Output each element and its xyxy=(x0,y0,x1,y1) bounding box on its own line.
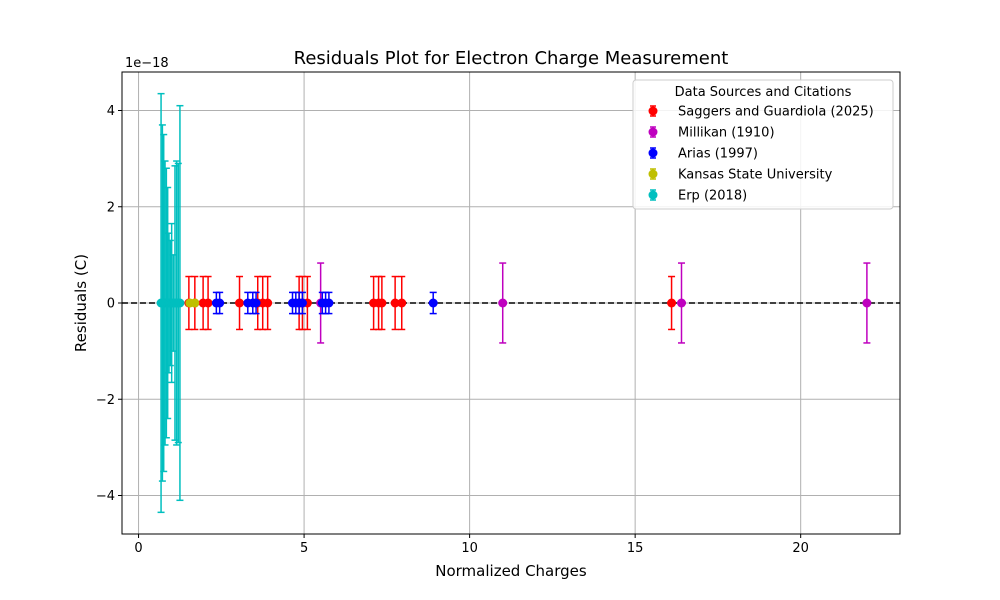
data-point xyxy=(667,298,677,308)
legend: Data Sources and Citations Saggers and G… xyxy=(632,79,894,210)
data-point xyxy=(190,298,200,308)
x-tick-label: 20 xyxy=(792,541,809,556)
legend-label: Saggers and Guardiola (2025) xyxy=(678,105,874,120)
data-point xyxy=(263,298,273,308)
data-point xyxy=(498,298,508,308)
legend-marker xyxy=(648,127,658,137)
y-tick-label: 2 xyxy=(107,200,115,215)
x-tick-label: 15 xyxy=(627,541,644,556)
x-tick-label: 10 xyxy=(461,541,478,556)
x-tick-label: 0 xyxy=(134,541,142,556)
data-point xyxy=(390,298,400,308)
legend-item: Erp (2018) xyxy=(648,189,747,204)
data-point xyxy=(251,298,261,308)
legend-marker xyxy=(648,169,658,179)
ticks: 0 5 10 15 20 −4 −2 0 2 4 xyxy=(96,104,809,556)
legend-label: Arias (1997) xyxy=(678,147,758,162)
legend-label: Millikan (1910) xyxy=(678,126,775,141)
legend-item: Millikan (1910) xyxy=(648,126,775,141)
chart-title: Residuals Plot for Electron Charge Measu… xyxy=(294,48,729,69)
data-point xyxy=(235,298,245,308)
y-tick-label: 0 xyxy=(107,297,115,312)
legend-item: Saggers and Guardiola (2025) xyxy=(648,105,874,120)
data-marks xyxy=(156,92,872,514)
legend-label: Kansas State University xyxy=(678,168,833,183)
series-4 xyxy=(156,92,185,514)
data-point xyxy=(428,298,438,308)
legend-marker xyxy=(648,190,658,200)
data-point xyxy=(297,298,307,308)
legend-item: Kansas State University xyxy=(648,168,833,183)
y-axis-offset-label: 1e−18 xyxy=(125,56,169,71)
legend-marker xyxy=(648,106,658,116)
legend-label: Erp (2018) xyxy=(678,189,747,204)
y-axis-label: Residuals (C) xyxy=(72,254,90,352)
data-point xyxy=(203,298,213,308)
legend-marker xyxy=(648,148,658,158)
x-axis-label: Normalized Charges xyxy=(435,562,587,580)
legend-box xyxy=(632,79,894,210)
data-point xyxy=(862,298,872,308)
data-point xyxy=(377,298,387,308)
data-point xyxy=(324,298,334,308)
series-2 xyxy=(211,291,438,315)
legend-item: Arias (1997) xyxy=(648,147,758,162)
y-tick-label: −2 xyxy=(96,393,115,408)
data-point xyxy=(676,298,686,308)
legend-title: Data Sources and Citations xyxy=(675,85,852,100)
y-tick-label: −4 xyxy=(96,489,115,504)
data-point xyxy=(175,298,185,308)
data-point xyxy=(397,298,407,308)
series-1 xyxy=(316,262,872,344)
y-tick-label: 4 xyxy=(107,104,115,119)
x-tick-label: 5 xyxy=(300,541,308,556)
data-point xyxy=(215,298,225,308)
